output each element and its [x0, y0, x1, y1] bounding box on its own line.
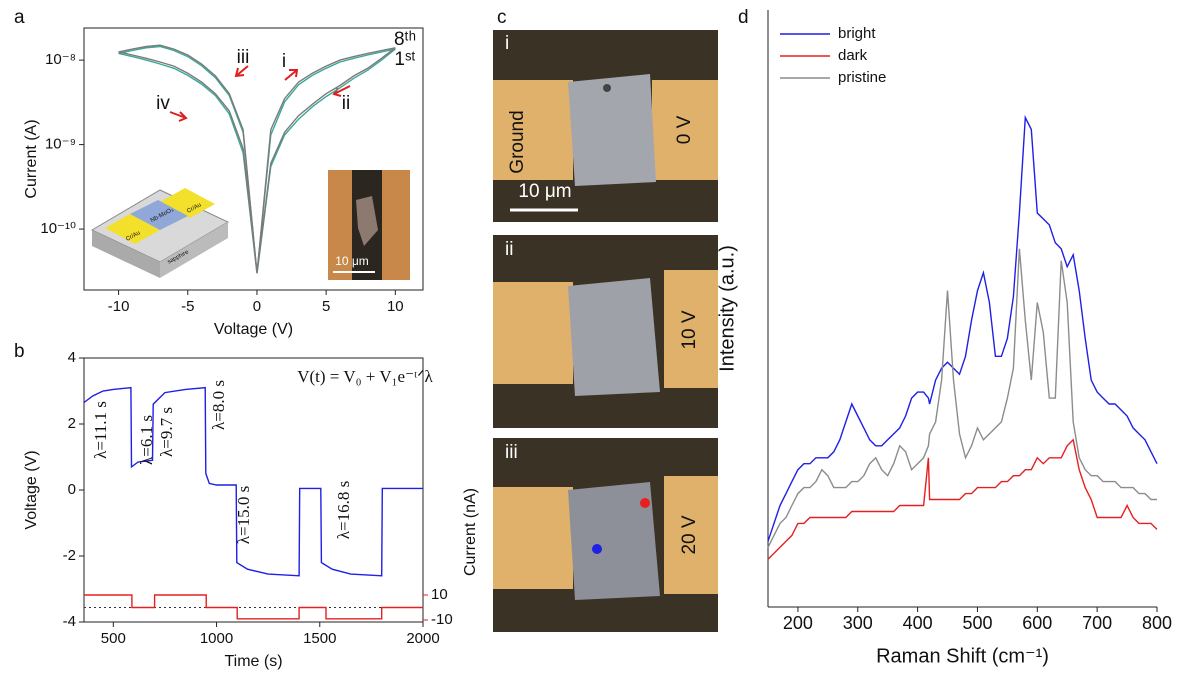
electrode	[493, 80, 573, 180]
arrow	[284, 69, 299, 81]
dot	[592, 544, 602, 554]
electrode	[493, 487, 573, 589]
x-tick-label: 500	[962, 613, 992, 633]
y-axis-label: Intensity (a.u.)	[716, 245, 738, 372]
y-tick-label: 4	[68, 349, 76, 366]
flake	[130, 200, 188, 230]
annotation: ii	[342, 93, 350, 114]
series-line	[118, 44, 396, 274]
series-line	[767, 114, 1158, 542]
electrode	[652, 80, 718, 180]
x-tick-label: 5	[322, 298, 330, 315]
electrode-label: 10 V	[679, 310, 700, 349]
dot	[603, 84, 611, 92]
y-tick-label: 0	[68, 481, 76, 498]
x-tick-label: 800	[1142, 613, 1172, 633]
x-tick-label: 300	[843, 613, 873, 633]
annotation: λ=6.1 s	[137, 415, 156, 465]
y2-tick-label: -10	[431, 611, 453, 628]
pad	[105, 214, 160, 244]
frame-label: iii	[505, 442, 518, 463]
x-tick-label: 10	[387, 298, 404, 315]
series-line	[84, 594, 423, 620]
y-axis-label: Current (A)	[23, 119, 40, 198]
electrode-label: 0 V	[674, 115, 695, 144]
x-axis-label: Voltage (V)	[214, 321, 293, 338]
y-tick-label: -2	[63, 547, 76, 564]
panel-label: a	[14, 7, 25, 28]
x-tick-label: 400	[903, 613, 933, 633]
x-tick-label: 600	[1022, 613, 1052, 633]
annotation: iv	[156, 93, 170, 114]
y-tick-label: 10⁻⁸	[45, 51, 76, 68]
substrate-side	[92, 230, 160, 278]
legend-label: bright	[838, 25, 876, 42]
substrate-side	[160, 222, 228, 278]
annotation: λ=16.8 s	[334, 481, 353, 539]
x-tick-label: 500	[101, 630, 126, 647]
x-tick-label: 1500	[303, 630, 336, 647]
electrode	[664, 476, 718, 594]
electrode	[493, 282, 573, 384]
pad	[160, 188, 215, 218]
plot-frame	[83, 357, 424, 623]
insets	[90, 65, 410, 280]
x-tick-label: 200	[783, 613, 813, 633]
flake	[568, 74, 656, 186]
x-tick-label: 1000	[200, 630, 233, 647]
annotation: 8ᵗʰ	[394, 29, 416, 50]
series-line	[767, 248, 1157, 548]
panel-label: c	[497, 7, 507, 28]
annotation: i	[282, 51, 286, 72]
y2-tick-label: 10	[431, 586, 448, 603]
annotation: λ=11.1 s	[91, 401, 110, 459]
x-axis-label: Time (s)	[224, 653, 282, 670]
y-tick-label: 2	[68, 415, 76, 432]
legend-label: dark	[838, 47, 868, 64]
series-line	[767, 438, 1158, 560]
annotation: 1ˢᵗ	[394, 49, 415, 70]
y-tick-label: -4	[63, 613, 76, 630]
y-tick-label: 10⁻¹⁰	[40, 220, 76, 237]
dot	[640, 498, 650, 508]
series-line	[83, 386, 423, 577]
y-axis-label: Voltage (V)	[23, 450, 40, 529]
flake	[568, 482, 660, 600]
x-tick-label: 700	[1082, 613, 1112, 633]
electrode-label: Ground	[507, 110, 528, 173]
annotation: λ=9.7 s	[157, 407, 176, 457]
x-axis-label: Raman Shift (cm⁻¹)	[876, 645, 1049, 667]
flake	[356, 196, 378, 246]
panel-label: b	[14, 341, 25, 362]
x-tick-label: -5	[181, 298, 194, 315]
x-tick-label: 2000	[406, 630, 439, 647]
legend-label: pristine	[838, 69, 886, 86]
annotation: 10 μm	[335, 254, 369, 268]
panel-label: d	[738, 7, 749, 28]
frame-label: ii	[505, 239, 513, 260]
y2-axis-label: Current (nA)	[462, 488, 479, 576]
micrograph-panel: c i Ground 0 V 10 μm ii 10 V iii 20 V	[493, 7, 718, 632]
plot-frame	[83, 27, 424, 291]
x-tick-label: -10	[108, 298, 130, 315]
electrode	[664, 270, 718, 388]
arrow	[234, 65, 249, 78]
annotation: iii	[237, 47, 250, 68]
annotation: λ=15.0 s	[234, 486, 253, 544]
electrode-label: 20 V	[679, 515, 700, 554]
annotation: V(t) = V₀ + V₁e⁻ᵗᐟλ	[297, 367, 433, 386]
scale-label: 10 μm	[518, 181, 571, 202]
y-tick-label: 10⁻⁹	[45, 136, 76, 153]
arrow	[169, 111, 188, 122]
flake	[568, 278, 660, 396]
x-tick-label: 0	[253, 298, 261, 315]
frame-label: i	[505, 33, 509, 54]
annotation: λ=8.0 s	[209, 380, 228, 430]
